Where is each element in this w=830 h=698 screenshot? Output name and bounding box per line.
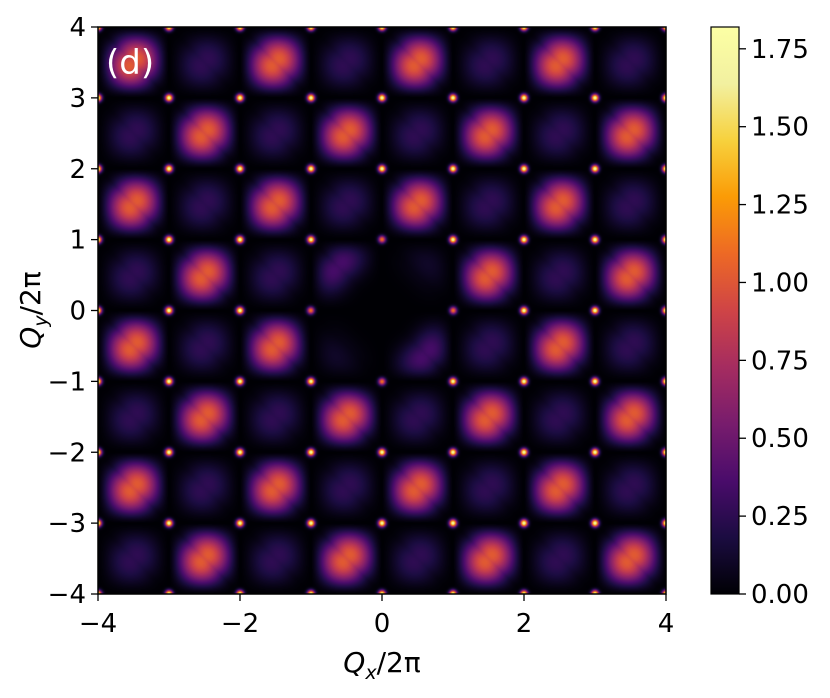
x-axis: −4 −2 0 2 4 — [79, 594, 674, 639]
x-label-sub: x — [364, 662, 377, 684]
heatmap-image — [98, 27, 666, 594]
panel-label: (d) — [106, 43, 154, 83]
colorbar-tick-label: 1.75 — [751, 35, 809, 65]
colorbar-tick-label: 1.25 — [751, 191, 809, 221]
x-tick-label: −4 — [79, 609, 117, 639]
x-tick-label: 4 — [658, 609, 675, 639]
y-tick-label: −3 — [48, 509, 86, 539]
colorbar-tick-label: 1.00 — [751, 268, 809, 298]
colorbar-tick-label: 0.50 — [751, 424, 809, 454]
y-tick-label: 1 — [69, 226, 86, 256]
x-tick-label: 0 — [374, 609, 391, 639]
x-tick-label: 2 — [516, 609, 533, 639]
colorbar — [710, 26, 740, 595]
colorbar-axis: 0.00 0.25 0.50 0.75 1.00 1.25 1.50 1.75 — [739, 35, 809, 610]
y-label-sub: y — [30, 315, 52, 328]
y-tick-label: −2 — [48, 438, 86, 468]
y-axis: −4 −3 −2 −1 0 1 2 3 4 — [48, 13, 98, 610]
y-tick-label: 0 — [69, 297, 86, 327]
x-axis-label: Qx/2π — [343, 646, 421, 684]
y-tick-label: 4 — [69, 13, 86, 43]
y-tick-label: 3 — [69, 84, 86, 114]
colorbar-tick-label: 0.00 — [751, 580, 809, 610]
colorbar-tick-label: 1.50 — [751, 113, 809, 143]
x-label-main: Q — [343, 646, 365, 679]
x-tick-label: −2 — [221, 609, 259, 639]
colorbar-tick-label: 0.75 — [751, 346, 809, 376]
y-tick-label: 2 — [69, 155, 86, 185]
y-tick-label: −1 — [48, 367, 86, 397]
y-label-rest: /2π — [14, 271, 47, 315]
y-label-main: Q — [14, 327, 47, 349]
y-tick-label: −4 — [48, 580, 86, 610]
y-axis-label: Qy/2π — [14, 271, 52, 349]
colorbar-tick-label: 0.25 — [751, 502, 809, 532]
x-label-rest: /2π — [377, 646, 421, 679]
